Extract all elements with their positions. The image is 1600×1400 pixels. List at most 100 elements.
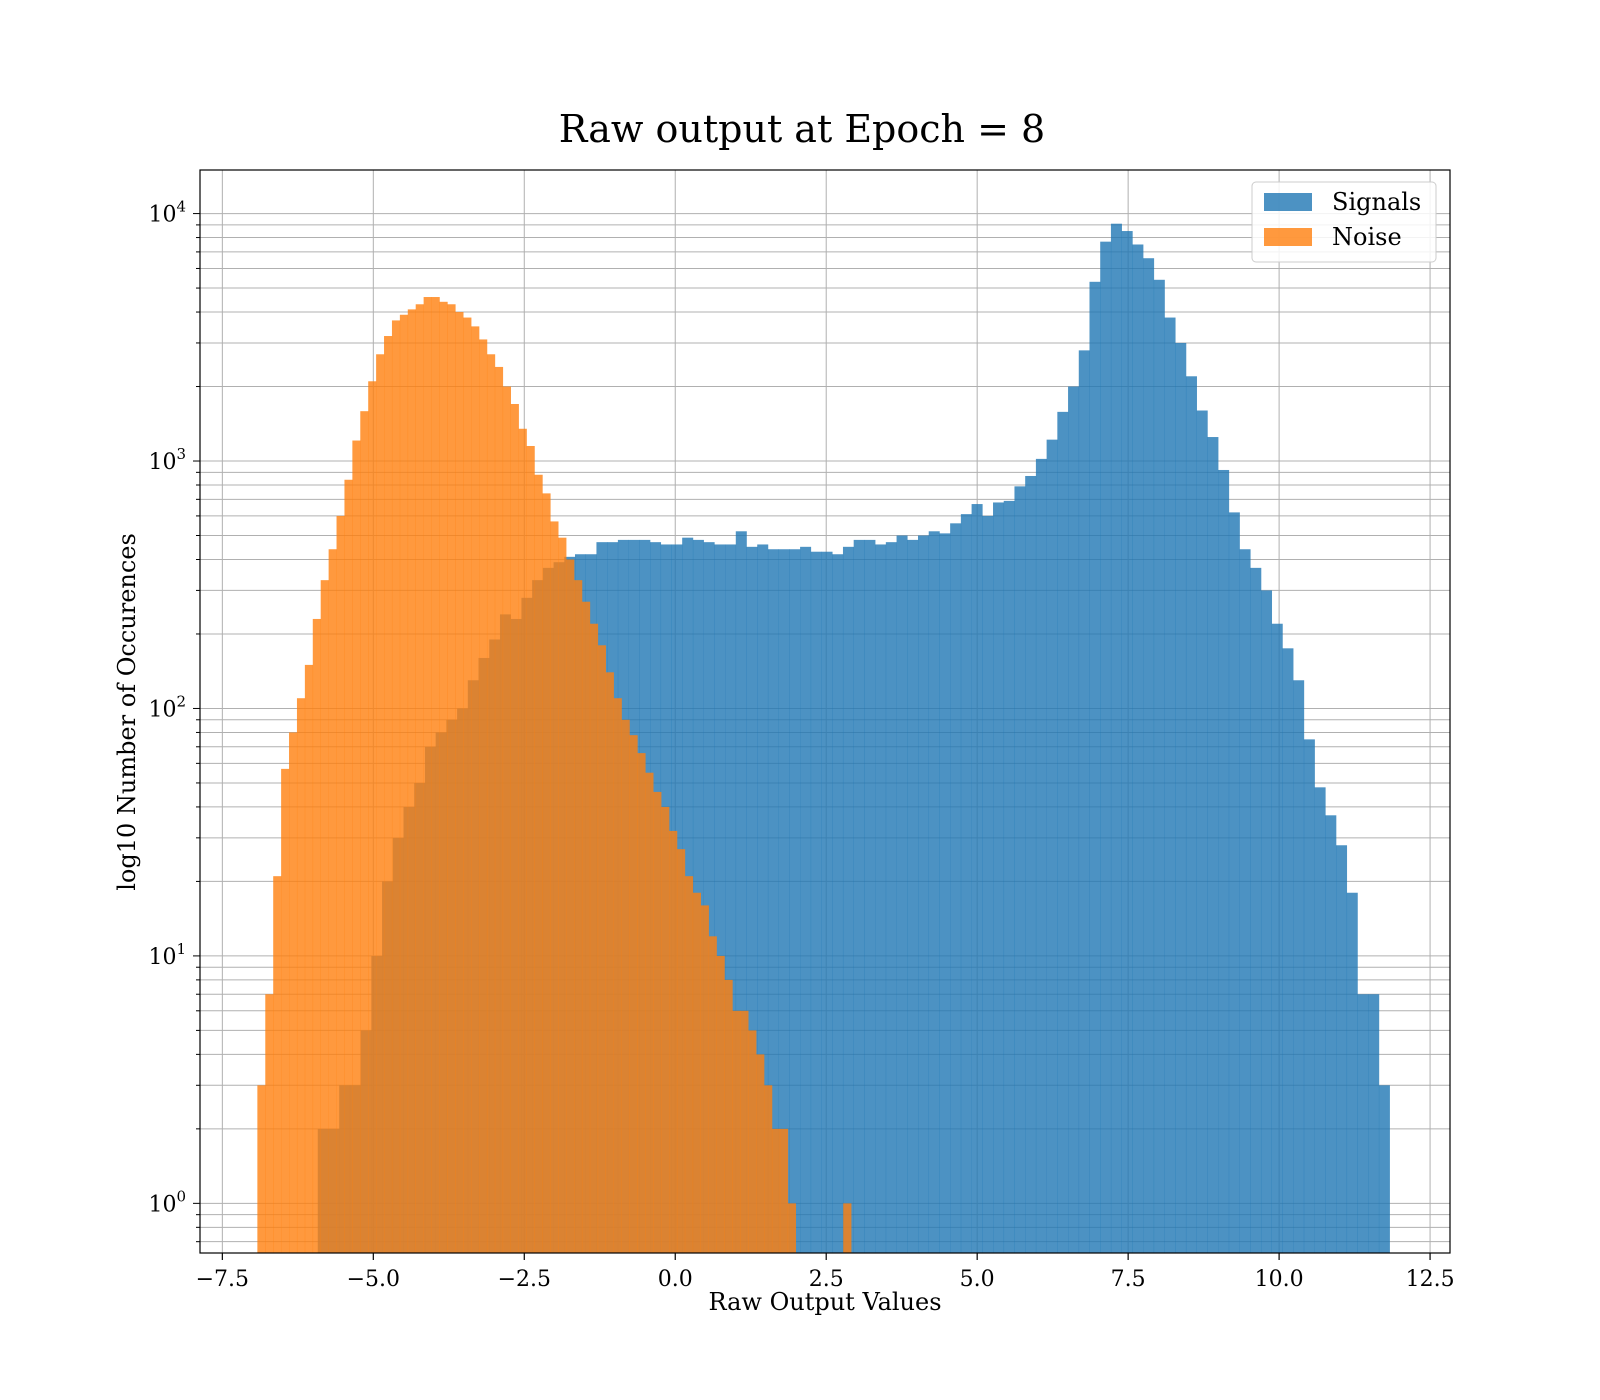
bar-noise [502,386,512,1253]
bar-signals [1046,439,1058,1253]
legend-label-signals: Signals [1332,188,1421,216]
bar-noise [352,440,361,1253]
bar-noise [771,1128,781,1253]
x-tick-label: 2.5 [809,1267,844,1292]
bar-noise [526,445,535,1254]
bar-signals [928,531,940,1253]
bar-noise [376,354,385,1254]
x-tick-label: 7.5 [1111,1267,1146,1292]
bar-signals [1003,500,1015,1253]
bar-noise [558,537,567,1253]
bar-noise [669,830,678,1253]
bar-noise [336,515,345,1253]
bar-signals [1025,475,1037,1253]
bar-noise [708,936,717,1253]
legend-swatch-noise [1264,228,1312,246]
bar-signals [885,542,897,1253]
bar-signals [1175,342,1187,1253]
bar-noise [653,791,662,1253]
y-tick-label: 100 [148,1187,186,1217]
bar-noise [661,806,670,1253]
y-axis-ticks: 100 101 102 103 104 [148,198,200,1243]
bar-noise [447,304,456,1253]
bar-noise [431,297,440,1253]
x-tick-label: 12.5 [1406,1267,1455,1292]
bar-noise [787,1203,797,1253]
bar-signals [950,523,962,1253]
bar-signals [1132,244,1144,1253]
bar-signals [1068,386,1080,1253]
bar-signals [1164,317,1176,1254]
bar-signals [1207,437,1219,1253]
bar-signals [960,514,972,1253]
bar-noise [463,317,472,1254]
bar-noise [320,580,329,1253]
bar-signals [1228,512,1240,1253]
bar-noise [399,314,409,1253]
bar-signals [1303,739,1315,1253]
bar-noise [843,1203,852,1253]
bar-signals [1100,241,1112,1254]
bar-noise [716,955,725,1253]
bar-noise [415,304,424,1253]
bar-signals [1143,258,1155,1253]
bar-signals [1293,680,1305,1253]
bar-noise [621,719,630,1253]
bar-noise [407,309,417,1253]
bar-signals [1271,623,1283,1253]
bar-signals [1121,231,1133,1254]
bar-noise [471,326,480,1253]
bar-signals [1325,815,1337,1253]
bar-signals [789,549,801,1253]
bar-noise [312,618,322,1253]
bar-signals [1336,845,1348,1253]
bar-noise [748,1030,757,1253]
bar-noise [684,876,694,1253]
bar-noise [486,354,496,1254]
bar-noise [574,580,583,1253]
bar-noise [676,849,686,1253]
bar-signals [842,546,854,1253]
bar-signals [1357,994,1369,1253]
bar-noise [281,768,290,1253]
legend-label-noise: Noise [1332,223,1402,251]
y-axis-label: log10 Number of Occurences [113,533,141,891]
y-tick-label: 102 [148,692,186,722]
bar-signals [1110,223,1122,1254]
bar-noise [764,1085,773,1253]
bar-signals [1196,410,1208,1253]
bar-noise [732,1010,741,1253]
bar-signals [1346,892,1358,1253]
x-axis-label: Raw Output Values [708,1288,941,1316]
bar-signals [778,549,790,1253]
bar-signals [853,539,865,1253]
bar-signals [1089,281,1101,1253]
bar-signals [1314,787,1326,1253]
bar-signals [810,551,822,1253]
bar-noise [724,979,733,1253]
bar-noise [265,994,274,1253]
x-tick-label: −7.5 [196,1267,249,1292]
bar-noise [304,664,314,1253]
bar-signals [1185,376,1197,1254]
y-tick-label: 101 [148,940,186,970]
bar-signals [875,544,887,1253]
bar-signals [714,544,726,1253]
bar-signals [703,542,715,1253]
bar-noise [328,549,337,1253]
bar-noise [534,474,543,1253]
plot-frame [199,169,1451,1254]
bar-noise [605,672,614,1253]
bar-noise [273,876,282,1253]
bar-noise [518,428,527,1253]
bar-noise [756,1054,765,1253]
bar-noise [510,403,519,1253]
legend: Signals Noise [1251,181,1437,263]
bar-signals [1250,567,1262,1253]
bar-noise [566,559,575,1253]
bar-noise [455,312,464,1253]
bar-signals [767,549,779,1253]
bar-noise [542,493,551,1253]
bar-signals [1378,1085,1390,1253]
